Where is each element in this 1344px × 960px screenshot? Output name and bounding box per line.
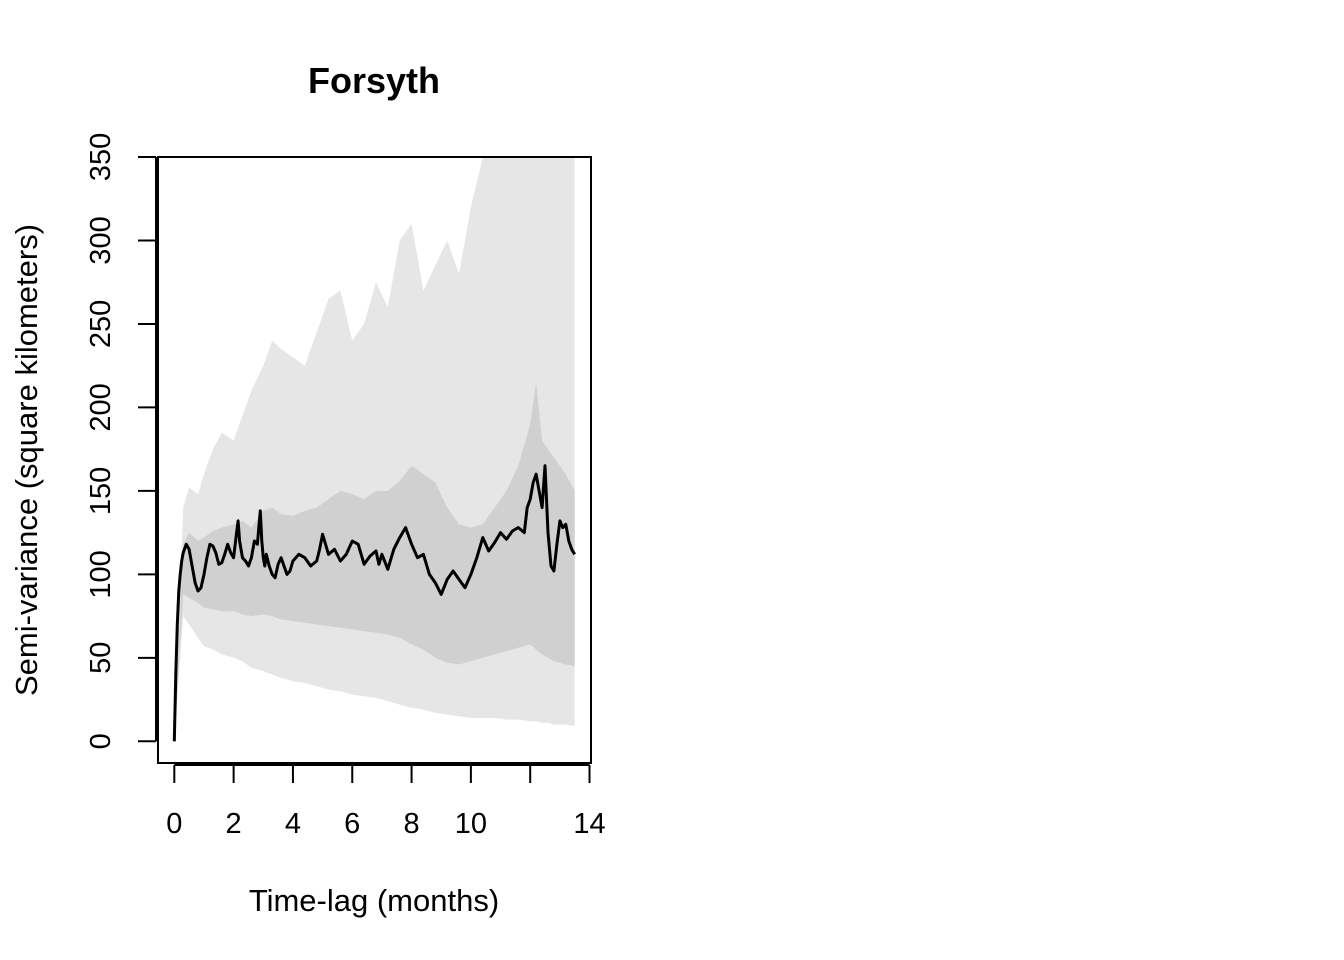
y-tick-label: 100 xyxy=(85,550,117,598)
y-tick-label: 250 xyxy=(85,300,117,348)
plot-frame xyxy=(157,156,592,764)
x-tick-label: 2 xyxy=(226,808,242,840)
y-tick-label: 350 xyxy=(85,133,117,181)
x-tick-label: 14 xyxy=(573,808,605,840)
x-tick-label: 10 xyxy=(455,808,487,840)
empirical-series xyxy=(172,464,576,742)
y-tick-label: 50 xyxy=(85,642,117,674)
outer-confidence-band xyxy=(174,157,575,742)
y-tick-label: 300 xyxy=(85,216,117,264)
y-tick-label: 200 xyxy=(85,383,117,431)
empirical-semivariance-line xyxy=(172,464,576,742)
x-tick-label: 8 xyxy=(404,808,420,840)
inner-confidence-band xyxy=(174,382,575,742)
chart-title: Forsyth xyxy=(308,60,440,101)
y-tick-label: 150 xyxy=(85,467,117,515)
x-tick-label: 6 xyxy=(344,808,360,840)
confidence-bands xyxy=(174,157,575,742)
y-axis-label: Semi-variance (square kilometers) xyxy=(9,224,44,696)
axes: 0 2 4 6 8 10 14 0 50 100 150 200 250 300 350 xyxy=(85,133,606,840)
x-tick-label: 4 xyxy=(285,808,301,840)
x-axis-label: Time-lag (months) xyxy=(249,883,499,918)
y-tick-label: 0 xyxy=(85,733,117,749)
x-tick-label: 0 xyxy=(166,808,182,840)
